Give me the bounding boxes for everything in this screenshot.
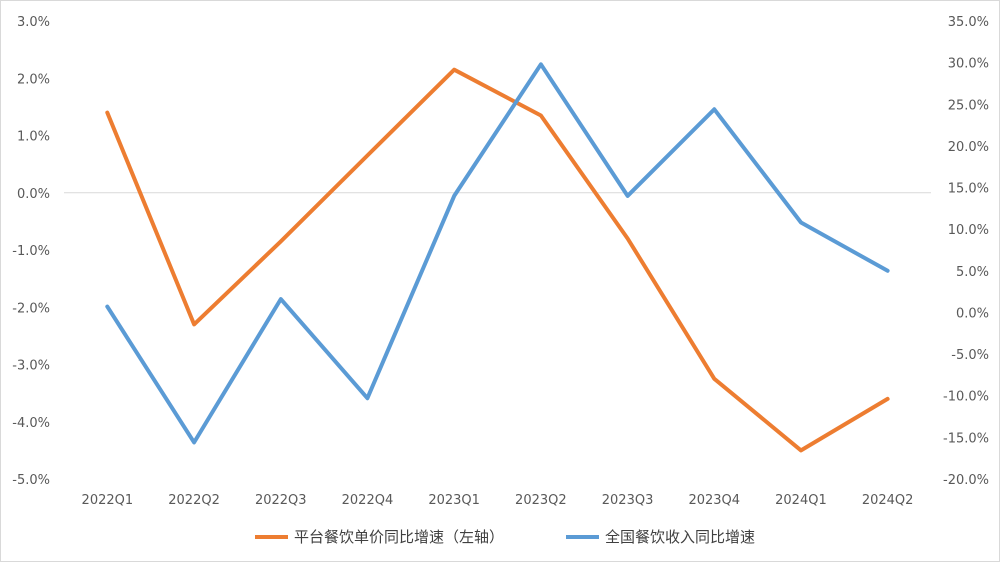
y-left-tick-label: -4.0% [12, 416, 50, 431]
legend-label-1: 平台餐饮单价同比增速（左轴） [294, 528, 504, 546]
y-right-tick-label: 0.0% [956, 306, 989, 321]
y-right-tick-label: 10.0% [948, 223, 989, 238]
y-right-tick-label: 15.0% [948, 182, 989, 197]
x-tick-label: 2023Q4 [688, 493, 740, 508]
y-left-tick-label: -3.0% [12, 359, 50, 374]
y-right-tick-label: 25.0% [948, 98, 989, 113]
y-left-tick-label: -5.0% [12, 473, 50, 488]
y-right-tick-label: -20.0% [943, 473, 989, 488]
y-right-tick-label: 5.0% [956, 265, 989, 280]
y-right-tick-label: 35.0% [948, 15, 989, 30]
y-left-tick-label: -2.0% [12, 301, 50, 316]
y-left-tick-label: -1.0% [12, 244, 50, 259]
x-tick-label: 2022Q1 [82, 493, 134, 508]
y-right-tick-label: -15.0% [943, 431, 989, 446]
y-left-tick-label: 0.0% [17, 187, 50, 202]
series-line-1 [105, 67, 890, 453]
y-left-tick-label: 1.0% [17, 130, 50, 145]
x-tick-label: 2024Q1 [775, 493, 827, 508]
x-tick-label: 2022Q3 [255, 493, 307, 508]
legend-label-2: 全国餐饮收入同比增速 [605, 528, 755, 546]
y-right-tick-label: 30.0% [948, 57, 989, 72]
x-tick-label: 2023Q2 [515, 493, 567, 508]
x-tick-label: 2023Q1 [428, 493, 480, 508]
y-left-tick-label: 3.0% [17, 15, 50, 30]
x-tick-label: 2024Q2 [862, 493, 914, 508]
y-left-tick-label: 2.0% [17, 72, 50, 87]
y-right-tick-label: -10.0% [943, 390, 989, 405]
series-line-2 [105, 62, 890, 445]
y-right-tick-label: 20.0% [948, 140, 989, 155]
x-tick-label: 2022Q4 [342, 493, 394, 508]
x-tick-label: 2023Q3 [602, 493, 654, 508]
x-tick-label: 2022Q2 [168, 493, 220, 508]
y-right-tick-label: -5.0% [951, 348, 989, 363]
